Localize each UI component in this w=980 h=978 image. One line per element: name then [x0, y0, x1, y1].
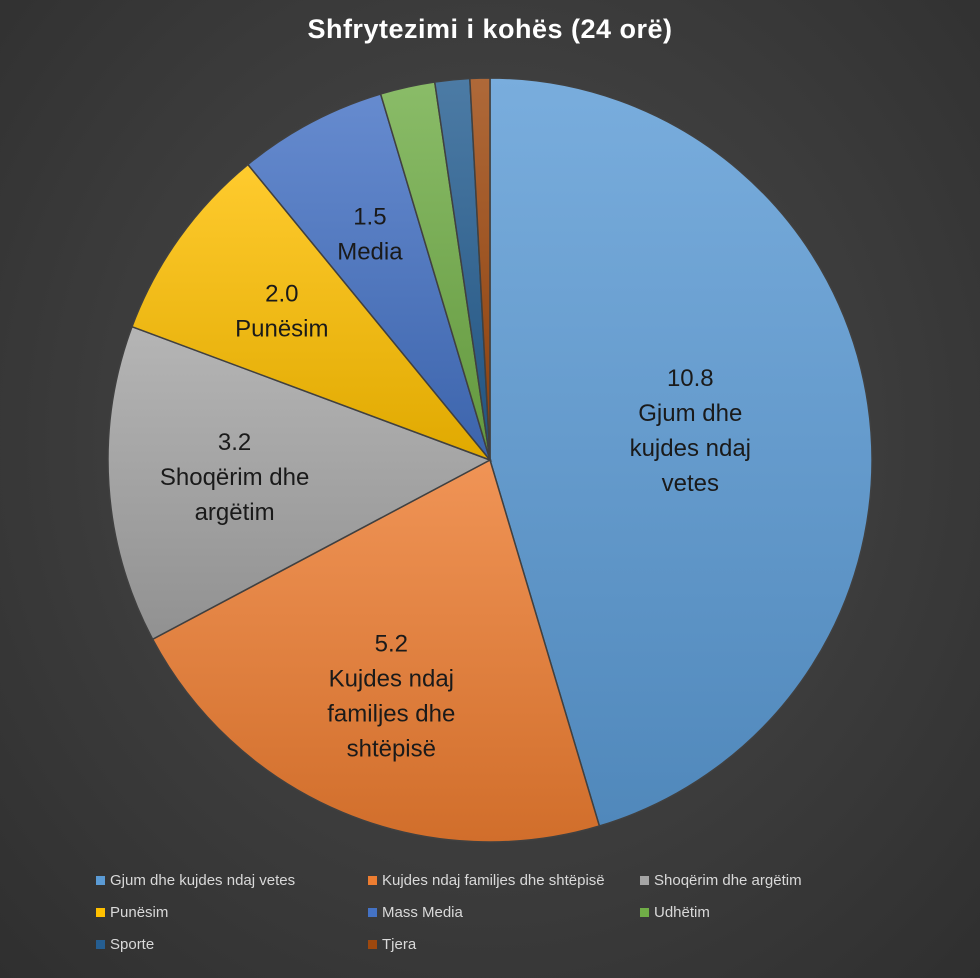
- legend-item-shoqerim-dhe-argetim: Shoqërim dhe argëtim: [640, 872, 912, 889]
- pie-slice-mass-media: [246, 93, 491, 461]
- legend-label: Punësim: [110, 904, 169, 921]
- chart-title: Shfrytezimi i kohës (24 orë): [307, 14, 673, 44]
- data-label-punesim: 2.0 Punësim: [235, 281, 328, 343]
- legend-item-udhetim: Udhëtim: [640, 904, 912, 921]
- data-label-mass-media: 1.5 Media: [337, 204, 403, 266]
- legend-label: Shoqërim dhe argëtim: [654, 872, 802, 889]
- pie-slice-punesim: [131, 163, 493, 462]
- legend-swatch: [96, 876, 105, 885]
- legend-item-gjum-dhe-kujdes-ndaj-vetes: Gjum dhe kujdes ndaj vetes: [96, 872, 368, 889]
- legend-item-sporte: Sporte: [96, 936, 368, 953]
- pie-slice-shoqerim-dhe-argetim: [107, 325, 492, 641]
- legend-swatch: [368, 876, 377, 885]
- chart-legend: Gjum dhe kujdes ndaj vetes Kujdes ndaj fa…: [96, 872, 936, 953]
- data-label-shoqerim-dhe-argetim: 3.2 Shoqërim dhe argëtim: [160, 429, 309, 526]
- legend-swatch: [96, 940, 105, 949]
- pie-slice-gjum-dhe-kujdes-ndaj-vetes: [489, 77, 873, 827]
- legend-item-mass-media: Mass Media: [368, 904, 640, 921]
- legend-item-tjera: Tjera: [368, 936, 640, 953]
- legend-swatch: [368, 908, 377, 917]
- legend-label: Sporte: [110, 936, 155, 953]
- legend-label: Gjum dhe kujdes ndaj vetes: [110, 872, 296, 889]
- pie-slice-tjera: [469, 77, 491, 461]
- legend-label: Tjera: [382, 936, 417, 953]
- legend-swatch: [96, 908, 105, 917]
- legend-swatch: [368, 940, 377, 949]
- legend-item-punesim: Punësim: [96, 904, 368, 921]
- data-label-gjum-dhe-kujdes-ndaj-vetes: 10.8 Gjum dhe kujdes ndaj vetes: [630, 365, 751, 497]
- legend-label: Kujdes ndaj familjes dhe shtëpisë: [382, 872, 605, 889]
- legend-swatch: [640, 908, 649, 917]
- pie-plot-area: 10.8 Gjum dhe kujdes ndaj vetes 5.2 Kujdes nd…: [107, 77, 873, 843]
- data-label-kujdes-ndaj-familjes-dhe-shtepise: 5.2 Kujdes ndaj familjes dhe shtëpisë: [327, 631, 455, 763]
- legend-swatch: [640, 876, 649, 885]
- legend-label: Mass Media: [382, 904, 463, 921]
- legend-label: Udhëtim: [654, 904, 710, 921]
- pie-slice-kujdes-ndaj-familjes-dhe-shtepise: [151, 458, 601, 843]
- legend-item-kujdes-ndaj-familjes-dhe-shtepise: Kujdes ndaj familjes dhe shtëpisë: [368, 872, 640, 889]
